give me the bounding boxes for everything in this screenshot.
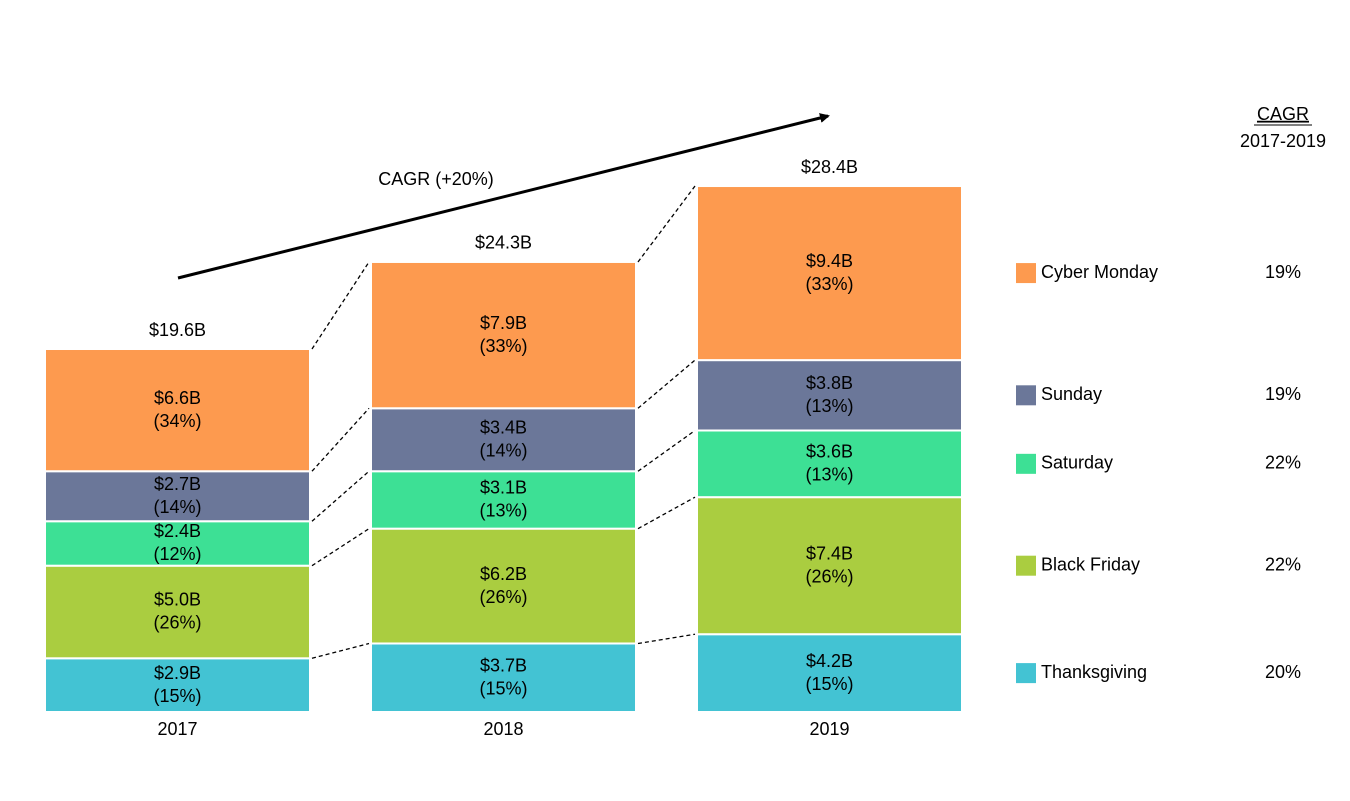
value-label: $3.7B	[480, 655, 527, 675]
cagr-value: 22%	[1265, 453, 1301, 473]
bar-segment	[44, 657, 311, 713]
connector	[311, 261, 370, 350]
share-label: (34%)	[153, 411, 201, 431]
bar-segment	[370, 642, 637, 714]
value-label: $2.7B	[154, 474, 201, 494]
legend-swatch	[1016, 555, 1036, 576]
share-label: (15%)	[479, 678, 527, 698]
value-label: $5.0B	[154, 590, 201, 610]
share-label: (33%)	[805, 274, 853, 294]
value-label: $6.2B	[480, 564, 527, 584]
value-label: $3.8B	[806, 373, 853, 393]
legend-label: Saturday	[1041, 453, 1113, 473]
bar-segment	[696, 359, 963, 432]
share-label: (14%)	[479, 441, 527, 461]
connector	[311, 407, 370, 472]
value-label: $3.6B	[806, 442, 853, 462]
total-label: $19.6B	[149, 320, 206, 340]
value-label: $4.2B	[806, 651, 853, 671]
cagr-value: 20%	[1265, 662, 1301, 682]
connector	[637, 429, 696, 472]
cagr-period: 2017-2019	[1240, 131, 1326, 151]
value-label: $7.4B	[806, 543, 853, 563]
growth-arrow	[177, 113, 830, 280]
share-label: (15%)	[805, 674, 853, 694]
legend-label: Black Friday	[1041, 554, 1140, 574]
value-label: $2.9B	[154, 663, 201, 683]
connector	[311, 470, 370, 522]
connector	[637, 633, 696, 645]
bar-segment	[370, 470, 637, 530]
total-label: $24.3B	[475, 233, 532, 253]
legend-swatch	[1016, 453, 1036, 474]
value-label: $2.4B	[154, 521, 201, 541]
value-label: $6.6B	[154, 388, 201, 408]
share-label: (13%)	[805, 396, 853, 416]
legend-label: Cyber Monday	[1041, 262, 1158, 282]
x-tick-label: 2017	[157, 719, 197, 739]
bar-segment	[44, 520, 311, 567]
legend-swatch	[1016, 663, 1036, 684]
value-label: $7.9B	[480, 313, 527, 333]
cagr-value: 19%	[1265, 384, 1301, 404]
share-label: (33%)	[479, 336, 527, 356]
legend-swatch	[1016, 385, 1036, 406]
value-label: $3.4B	[480, 418, 527, 438]
share-label: (26%)	[479, 587, 527, 607]
share-label: (12%)	[153, 544, 201, 564]
connector	[311, 528, 370, 567]
bar-segment	[44, 470, 311, 523]
share-label: (26%)	[805, 566, 853, 586]
legend-label: Thanksgiving	[1041, 662, 1147, 682]
bar-segment	[696, 185, 963, 362]
share-label: (15%)	[153, 686, 201, 706]
cagr-value: 19%	[1265, 262, 1301, 282]
cagr-value: 22%	[1265, 554, 1301, 574]
share-label: (13%)	[479, 501, 527, 521]
bar-segment	[696, 429, 963, 499]
legend-swatch	[1016, 263, 1036, 284]
bar-segment	[370, 527, 637, 645]
bar-segment	[370, 407, 637, 473]
value-label: $3.1B	[480, 478, 527, 498]
annotation: CAGR (+20%)	[378, 169, 494, 189]
bar-segment	[370, 260, 637, 410]
connector	[637, 359, 696, 409]
share-label: (26%)	[153, 613, 201, 633]
cagr-header: CAGR	[1257, 104, 1309, 124]
connector	[637, 185, 696, 263]
x-tick-label: 2018	[483, 719, 523, 739]
bar-segment	[696, 496, 963, 636]
x-tick-label: 2019	[809, 719, 849, 739]
connector	[311, 642, 370, 659]
connector	[637, 496, 696, 530]
total-label: $28.4B	[801, 157, 858, 177]
value-label: $9.4B	[806, 251, 853, 271]
bar-segment	[44, 348, 311, 473]
legend-label: Sunday	[1041, 384, 1102, 404]
bar-segment	[696, 633, 963, 713]
share-label: (14%)	[153, 497, 201, 517]
share-label: (13%)	[805, 465, 853, 485]
